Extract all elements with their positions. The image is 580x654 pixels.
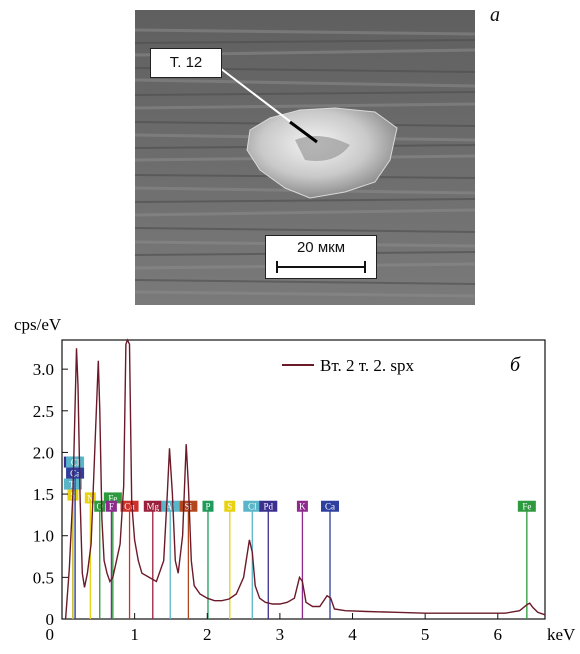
element-label-ca: Ca (70, 469, 80, 479)
element-badge-cu (120, 500, 139, 512)
element-label-fe: Fe (108, 493, 117, 503)
scale-bar-label: 20 мкм (296, 239, 346, 256)
y-tick-label: 1.5 (33, 485, 54, 504)
element-label-f: F (109, 502, 114, 512)
plot-frame (61, 339, 546, 620)
element-badge-mg (143, 500, 162, 512)
x-tick-label: 4 (348, 625, 357, 644)
point-label: Т. 12 (150, 48, 222, 78)
element-badge-fe (103, 492, 122, 504)
scale-bar-box: 20 мкм (265, 235, 377, 279)
panel-b-label: б (510, 354, 521, 376)
element-badge-f (105, 500, 117, 512)
y-axis-label: cps/eV (14, 315, 62, 334)
element-badge-ca (321, 500, 340, 512)
scale-bar (276, 261, 366, 273)
y-tick-label: 1.0 (33, 527, 54, 546)
y-tick-label: 3.0 (33, 360, 54, 379)
x-tick-label: 5 (421, 625, 430, 644)
element-badge-al (161, 500, 180, 512)
element-badge-si (179, 500, 198, 512)
element-badge-fe (517, 500, 536, 512)
element-badge-cl (243, 500, 262, 512)
element-badge-s (224, 500, 236, 512)
element-label-ca: Ca (325, 502, 335, 512)
x-axis-label: keV (547, 625, 576, 644)
panel-a-label: а (490, 4, 500, 26)
series-line (64, 338, 546, 620)
x-tick-label: 2 (203, 625, 212, 644)
x-tick-label: 3 (276, 625, 285, 644)
eds-spectrum-chart: PdKTiSNFeClCaOFCuMgAlSiPSClPdKCaFe00.51.… (14, 315, 576, 644)
element-label-o: O (97, 502, 104, 512)
element-badge-o (94, 500, 106, 512)
element-label-k: K (299, 502, 306, 512)
x-tick-label: 0 (46, 625, 55, 644)
y-tick-label: 0.5 (33, 568, 54, 587)
element-label-s: S (227, 502, 232, 512)
element-label-pd: Pd (264, 502, 274, 512)
element-badge-k (296, 500, 308, 512)
element-badge-p (202, 500, 214, 512)
element-label-fe: Fe (522, 502, 531, 512)
element-badge-pd (259, 500, 278, 512)
y-tick-label: 2.5 (33, 402, 54, 421)
element-label-cl: Cl (71, 458, 80, 468)
y-tick-label: 2.0 (33, 443, 54, 462)
x-tick-label: 1 (130, 625, 139, 644)
element-badge-cl (66, 456, 85, 468)
element-label-n: N (87, 493, 94, 503)
legend-entry: Вт. 2 т. 2. spx (320, 356, 415, 375)
element-label-cu: Cu (124, 502, 135, 512)
element-badge-ca (66, 467, 85, 479)
element-label-al: Al (166, 502, 175, 512)
x-tick-label: 6 (494, 625, 503, 644)
element-label-mg: Mg (147, 502, 160, 512)
element-label-p: P (205, 502, 210, 512)
element-label-cl: Cl (248, 502, 257, 512)
y-tick-label: 0 (46, 610, 55, 629)
element-badge-n (84, 492, 96, 504)
